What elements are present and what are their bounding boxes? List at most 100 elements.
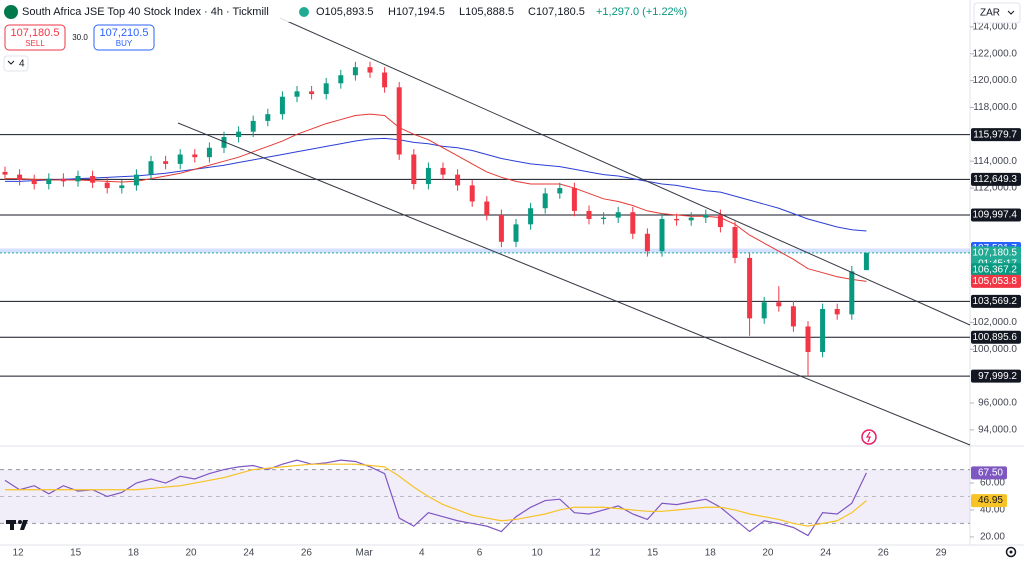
symbol-title: South Africa JSE Top 40 Stock Index · 4h… (22, 6, 269, 18)
ohlc-change: +1,297.0 (+1.22%) (596, 6, 687, 18)
candle-body (2, 171, 8, 175)
x-tick-label: 4 (419, 548, 425, 559)
price-label: 115,979.7 (973, 129, 1017, 140)
x-tick-label: 20 (186, 548, 198, 559)
candle-body (688, 217, 694, 221)
candle-body (192, 154, 198, 158)
price-label: 97,999.2 (978, 371, 1017, 382)
price-label: 103,569.2 (973, 296, 1018, 307)
candle-body (90, 175, 96, 183)
candle-body (571, 188, 577, 211)
candle-body (382, 72, 388, 88)
x-tick-label: 20 (762, 548, 774, 559)
x-tick-label: 26 (878, 548, 890, 559)
candle-body (615, 212, 621, 218)
y-tick-label: 124,000.0 (973, 22, 1018, 33)
price-label-box (971, 128, 1021, 142)
rsi-band (0, 469, 970, 524)
candle-body (863, 252, 869, 271)
candle-body (265, 114, 271, 121)
candle-body (790, 306, 796, 327)
y-tick-label: 120,000.0 (973, 75, 1018, 86)
candle-body (119, 185, 125, 189)
value-label-box (971, 466, 1007, 480)
candle-body (761, 302, 767, 319)
ohlc-close: C107,180.5 (528, 6, 585, 18)
candle-body (31, 180, 37, 185)
price-label: 106,367.2 (973, 264, 1018, 275)
sell-price: 107,180.5 (11, 27, 60, 39)
ohlc-high: H107,194.5 (388, 6, 445, 18)
candle-body (747, 257, 753, 319)
spread: 30.0 (72, 33, 88, 42)
candle-body (396, 87, 402, 155)
y-tick-label: 112,000.0 (973, 183, 1017, 194)
candle-body (513, 224, 519, 242)
x-tick-label: 24 (820, 548, 832, 559)
candle-body (367, 67, 373, 73)
x-tick-label: 12 (12, 548, 24, 559)
x-tick-label: 6 (477, 548, 483, 559)
sell-button[interactable]: 107,180.5 SELL (4, 24, 66, 51)
price-label: 100,895.6 (973, 332, 1018, 343)
candle-body (104, 182, 110, 189)
candle-body (250, 120, 256, 132)
candle-body (163, 161, 169, 164)
candle-body (820, 308, 826, 352)
candle-body (425, 167, 431, 185)
x-tick-label: 26 (301, 548, 313, 559)
currency-button[interactable]: ZAR (973, 2, 1021, 24)
candle-body (484, 201, 490, 215)
y-tick-label: 100,000.0 (973, 344, 1018, 355)
x-tick-label: Mar (356, 548, 374, 559)
price-band (0, 248, 970, 253)
buy-label: BUY (116, 39, 133, 48)
candle-body (46, 178, 52, 185)
candle-body (148, 161, 154, 175)
candle-body (17, 174, 23, 181)
trend-line (177, 122, 971, 446)
candle-body (411, 154, 417, 185)
candle-body (586, 210, 592, 219)
candle-body (221, 137, 227, 148)
candle-body (834, 308, 840, 315)
candle-body (659, 218, 665, 252)
x-tick-label: 18 (705, 548, 717, 559)
moving-average (5, 137, 867, 232)
candle-body (542, 193, 548, 209)
candle-body (206, 147, 212, 158)
flag-icon (4, 5, 18, 19)
y-tick-label: 60.00 (980, 478, 1005, 489)
candle-body (177, 154, 183, 164)
candle-body (323, 83, 329, 95)
settings-icon[interactable] (1005, 546, 1017, 558)
candle-body (528, 208, 534, 225)
y-tick-label: 94,000.0 (978, 425, 1017, 436)
rsi-line (4, 459, 867, 537)
candle-body (630, 212, 636, 234)
price-label: 109,997.4 (973, 210, 1018, 221)
candle-body (352, 67, 358, 76)
x-tick-label: 10 (532, 548, 544, 559)
buy-price: 107,210.5 (100, 27, 149, 39)
y-tick-label: 118,000.0 (973, 102, 1017, 113)
price-label-box (971, 369, 1021, 383)
candle-body (309, 91, 315, 95)
price-label-box (971, 208, 1021, 222)
price-label: 112,649.3 (973, 174, 1017, 185)
candle-body (279, 96, 285, 115)
price-label-box (971, 294, 1021, 308)
candle-body (440, 167, 446, 175)
x-tick-label: 24 (243, 548, 255, 559)
candle-body (644, 233, 650, 252)
candle-body (674, 218, 680, 221)
candle-body (703, 214, 709, 218)
price-label-box (971, 330, 1021, 344)
rsi-line (5, 463, 867, 527)
flash-icon[interactable] (861, 429, 877, 445)
indicator-toggle[interactable]: 4 (3, 55, 29, 72)
trend-line (279, 17, 971, 326)
buy-button[interactable]: 107,210.5 BUY (93, 24, 155, 51)
tv-logo (6, 520, 28, 530)
y-tick-label: 40.00 (980, 505, 1005, 516)
